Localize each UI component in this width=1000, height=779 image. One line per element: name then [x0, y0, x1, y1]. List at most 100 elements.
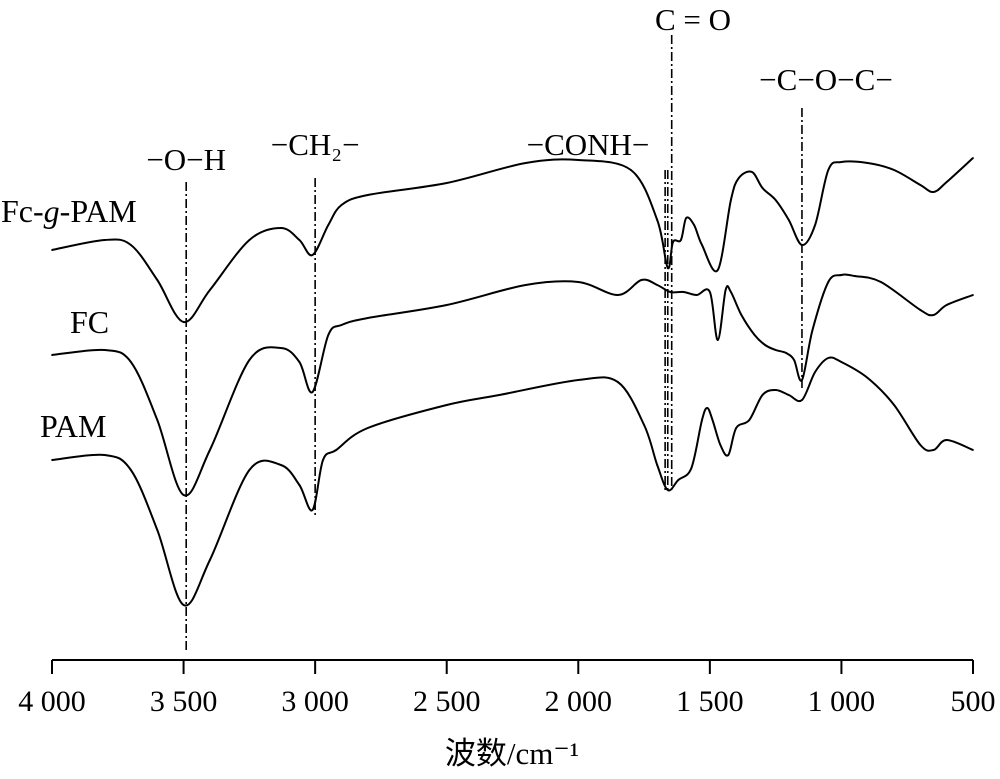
data-point-fc-g-pam-36: [893, 169, 895, 171]
data-point-fc-g-pam-6: [248, 239, 251, 241]
data-point-fc-g-pam-24: [716, 269, 719, 271]
data-point-fc-g-pam-39: [945, 181, 948, 183]
data-point-fc-36: [853, 275, 856, 277]
data-point-fc-16: [616, 294, 619, 296]
data-point-pam-28: [748, 419, 751, 421]
series-labels: Fc-g-PAM FC PAM: [1, 193, 137, 444]
annotation-label-4: −C−O−C−: [759, 62, 893, 97]
data-point-fc-g-pam-2: [130, 244, 132, 246]
data-point-fc-33: [811, 329, 814, 331]
data-point-fc-17: [640, 279, 643, 281]
data-point-fc-g-pam-1: [103, 239, 106, 241]
data-point-fc-27: [753, 334, 756, 336]
data-point-fc-37: [880, 281, 882, 283]
series-label-pam: PAM: [40, 408, 106, 444]
data-point-pam-9: [311, 509, 314, 511]
data-point-pam-29: [761, 394, 764, 396]
data-point-pam-37: [893, 404, 895, 406]
data-point-pam-26: [727, 454, 730, 456]
data-point-pam-35: [840, 361, 843, 363]
data-point-fc-g-pam-21: [685, 217, 688, 219]
data-point-pam-11: [335, 449, 338, 451]
data-point-fc-10: [327, 334, 330, 336]
data-point-fc-26: [740, 314, 743, 316]
x-tick-label-2000: 2 000: [545, 685, 613, 718]
data-point-pam-30: [774, 389, 777, 391]
data-point-fc-g-pam-22: [693, 224, 695, 226]
series-label-fc: FC: [70, 304, 109, 340]
data-point-fc-34: [827, 281, 830, 283]
data-point-pam-17: [643, 424, 645, 426]
data-point-fc-19: [669, 291, 672, 293]
data-point-pam-39: [932, 449, 935, 451]
data-point-fc-0: [51, 354, 53, 356]
data-point-fc-38: [919, 309, 922, 311]
data-point-pam-8: [298, 484, 301, 486]
data-point-fc-g-pam-7: [280, 227, 282, 229]
data-point-fc-g-pam-25: [730, 199, 732, 201]
data-point-fc-39: [932, 314, 935, 316]
data-point-pam-32: [801, 399, 803, 401]
data-point-fc-3: [156, 419, 159, 421]
data-point-pam-13: [445, 404, 448, 406]
data-point-fc-g-pam-0: [51, 249, 53, 251]
data-point-pam-2: [130, 469, 132, 471]
x-tick-label-2500: 2 500: [413, 685, 481, 718]
annotation-label-1: −CH₂−: [271, 127, 360, 162]
data-point-fc-g-pam-15: [577, 159, 580, 161]
data-point-pam-3: [156, 529, 159, 531]
data-point-pam-1: [103, 454, 106, 456]
annotation-label-2: −CONH−: [527, 127, 650, 162]
x-tick-label-4000: 4 000: [18, 685, 86, 718]
x-tick-label-500: 500: [951, 685, 996, 718]
data-point-fc-g-pam-3: [156, 279, 159, 281]
data-point-fc-g-pam-17: [656, 219, 659, 221]
plot-area: [51, 157, 974, 607]
data-point-fc-g-pam-35: [866, 162, 869, 164]
data-point-fc-13: [445, 304, 448, 306]
data-point-pam-36: [866, 377, 869, 379]
data-point-fc-29: [774, 349, 777, 351]
series-line-pam: [51, 356, 974, 607]
data-point-fc-g-pam-12: [366, 194, 369, 196]
data-point-fc-20: [682, 291, 685, 293]
data-point-fc-23: [716, 339, 719, 341]
data-point-fc-41: [972, 294, 974, 296]
data-point-fc-g-pam-27: [751, 171, 753, 173]
data-point-fc-g-pam-40: [972, 157, 974, 159]
data-point-fc-g-pam-11: [340, 204, 343, 206]
data-point-fc-g-pam-32: [814, 224, 817, 226]
data-point-fc-g-pam-13: [445, 182, 448, 184]
data-point-pam-5: [208, 559, 211, 561]
data-point-pam-38: [919, 444, 922, 446]
data-point-pam-0: [51, 459, 53, 461]
data-point-fc-g-pam-9: [311, 254, 314, 256]
data-point-fc-g-pam-10: [327, 224, 330, 226]
annotation-label-0: −O−H: [146, 142, 226, 177]
data-point-pam-31: [787, 394, 790, 396]
data-point-pam-23: [706, 407, 709, 409]
data-point-fc-1: [103, 349, 106, 351]
annotation-label-3: C = O: [655, 2, 731, 37]
x-tick-label-1000: 1 000: [808, 685, 876, 718]
data-point-fc-5: [208, 449, 211, 451]
data-point-fc-g-pam-19: [672, 241, 674, 243]
x-axis: 4 000 3 500 3 000 2 500 2 000 1 500 1 000 500: [18, 659, 996, 718]
data-point-pam-4: [182, 604, 185, 606]
data-point-fc-g-pam-16: [630, 169, 632, 171]
data-point-pam-33: [814, 371, 817, 373]
annotation-layer: −O−H −CH₂− −CONH− C = O −C−O−C−: [146, 2, 893, 652]
data-point-fc-21: [695, 294, 698, 296]
data-point-fc-35: [840, 274, 843, 276]
x-tick-label-3000: 3 000: [281, 685, 349, 718]
data-point-fc-g-pam-4: [182, 321, 185, 323]
data-point-fc-7: [280, 347, 282, 349]
data-point-fc-12: [366, 317, 369, 319]
data-point-pam-21: [690, 467, 693, 469]
data-point-pam-20: [677, 479, 680, 481]
data-point-fc-25: [730, 291, 732, 293]
series-label-fc-g-pam: Fc-g-PAM: [1, 193, 137, 229]
series-line-fc: [51, 273, 974, 497]
data-point-pam-16: [616, 381, 619, 383]
